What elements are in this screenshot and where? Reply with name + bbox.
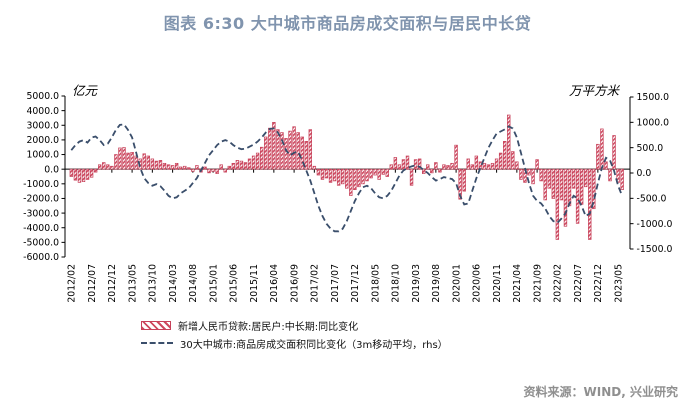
svg-text:2016/04: 2016/04 [269, 264, 280, 303]
svg-text:-500.0: -500.0 [637, 194, 667, 205]
svg-text:-1000.0: -1000.0 [637, 219, 673, 230]
svg-text:2000.0: 2000.0 [26, 135, 59, 146]
left-axis-unit-label: 亿元 [72, 83, 98, 98]
svg-text:5000.0: 5000.0 [26, 91, 59, 102]
svg-text:0.0: 0.0 [44, 164, 59, 175]
svg-text:2014/08: 2014/08 [188, 264, 199, 303]
svg-text:2022/02: 2022/02 [553, 264, 564, 303]
svg-text:1000.0: 1000.0 [26, 150, 59, 161]
svg-text:-1000.0: -1000.0 [23, 179, 59, 190]
legend-label-loans: 新增人民币贷款:居民户:中长期:同比变化 [178, 321, 359, 333]
svg-text:1500.0: 1500.0 [637, 92, 670, 103]
svg-text:2012/07: 2012/07 [87, 264, 98, 303]
svg-text:2016/09: 2016/09 [289, 264, 300, 303]
svg-text:2019/03: 2019/03 [411, 264, 422, 303]
svg-text:4000.0: 4000.0 [26, 106, 59, 117]
svg-text:2017/07: 2017/07 [330, 264, 341, 303]
svg-text:2020/06: 2020/06 [472, 264, 483, 303]
svg-text:0.0: 0.0 [637, 168, 652, 179]
right-axis-unit-label: 万平方米 [568, 83, 619, 98]
legend-item-loans: 新增人民币贷款:居民户:中长期:同比变化 [141, 316, 448, 334]
legend-item-housing: 30大中城市:商品房成交面积同比变化（3m移动平均，rhs） [141, 334, 448, 352]
svg-text:2021/04: 2021/04 [512, 264, 523, 303]
legend-label-housing: 30大中城市:商品房成交面积同比变化（3m移动平均，rhs） [180, 339, 448, 351]
svg-text:2015/01: 2015/01 [208, 264, 219, 303]
svg-text:2017/02: 2017/02 [310, 264, 321, 303]
svg-text:-4000.0: -4000.0 [23, 223, 59, 234]
svg-text:2015/06: 2015/06 [229, 264, 240, 303]
source-note: 资料来源：WIND, 兴业研究 [523, 385, 678, 399]
svg-text:-3000.0: -3000.0 [23, 208, 59, 219]
svg-text:2012/02: 2012/02 [67, 264, 78, 303]
svg-text:-2000.0: -2000.0 [23, 194, 59, 205]
svg-text:2020/01: 2020/01 [451, 264, 462, 303]
svg-text:2022/12: 2022/12 [593, 264, 604, 303]
chart-title: 图表 6:30 大中城市商品房成交面积与居民中长贷 [163, 14, 532, 33]
svg-text:2018/10: 2018/10 [391, 264, 402, 303]
svg-text:3000.0: 3000.0 [26, 120, 59, 131]
svg-text:2021/09: 2021/09 [532, 264, 543, 303]
svg-text:-5000.0: -5000.0 [23, 238, 59, 249]
svg-text:2013/05: 2013/05 [127, 264, 138, 303]
svg-text:2017/12: 2017/12 [350, 264, 361, 303]
svg-text:2014/03: 2014/03 [168, 264, 179, 303]
legend: 新增人民币贷款:居民户:中长期:同比变化 30大中城市:商品房成交面积同比变化（… [141, 316, 448, 352]
svg-text:2023/05: 2023/05 [613, 264, 624, 303]
svg-text:1000.0: 1000.0 [637, 118, 670, 129]
svg-text:2015/11: 2015/11 [249, 264, 260, 303]
line-series-swatch-icon [141, 342, 173, 344]
svg-text:2012/12: 2012/12 [107, 264, 118, 303]
svg-text:2019/08: 2019/08 [431, 264, 442, 303]
svg-text:-6000.0: -6000.0 [23, 252, 59, 263]
bar-series-swatch-icon [141, 320, 171, 330]
svg-text:-1500.0: -1500.0 [637, 244, 673, 255]
svg-text:2022/07: 2022/07 [573, 264, 584, 303]
svg-text:2013/10: 2013/10 [148, 264, 159, 303]
svg-text:2020/11: 2020/11 [492, 264, 503, 303]
svg-text:2018/05: 2018/05 [370, 264, 381, 303]
svg-text:500.0: 500.0 [637, 143, 664, 154]
